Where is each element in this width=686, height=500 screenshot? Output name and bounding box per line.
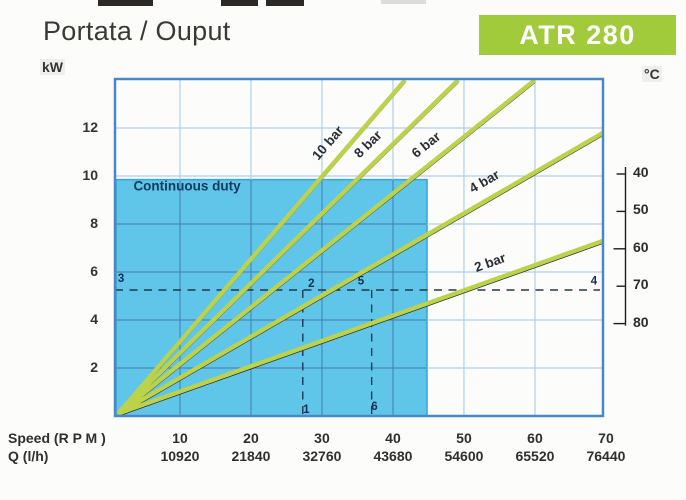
speed-tick-label: 60 (527, 430, 543, 446)
page-title: Portata / Ouput (43, 16, 231, 46)
page-edge-fragment (381, 0, 426, 4)
page-edge-fragment (266, 0, 304, 6)
svg-text:2 bar: 2 bar (472, 250, 508, 275)
flow-tick-label: 76440 (586, 448, 626, 464)
speed-tick-label: 20 (243, 430, 259, 446)
speed-tick-label: 40 (385, 430, 401, 446)
y-tick-label: 4 (90, 311, 98, 327)
temp-tick-label: 50 (633, 201, 649, 218)
flow-tick-label: 43680 (373, 448, 413, 464)
temp-tick-label: 40 (633, 164, 649, 180)
speed-axis-label: Speed (R P M ) (8, 430, 106, 446)
flow-tick-label: 10920 (160, 448, 200, 464)
svg-text:5: 5 (358, 275, 365, 287)
y-tick-label: 10 (82, 167, 98, 183)
svg-text:Continuous duty: Continuous duty (133, 179, 241, 194)
speed-tick-label: 30 (314, 430, 330, 446)
svg-text:4 bar: 4 bar (467, 166, 503, 196)
svg-text:4: 4 (591, 275, 598, 287)
y-axis-unit-label: kW (40, 59, 65, 75)
temp-tick-label: 60 (633, 238, 649, 255)
svg-text:1: 1 (303, 404, 310, 416)
svg-text:2: 2 (308, 278, 314, 290)
flow-tick-label: 54600 (444, 448, 484, 464)
flow-tick-label: 21840 (231, 448, 271, 464)
speed-tick-label: 10 (172, 430, 188, 446)
svg-text:6: 6 (371, 401, 377, 413)
y-tick-label: 8 (90, 215, 98, 231)
y-tick-label: 12 (82, 119, 98, 135)
y-tick-label: 6 (90, 263, 98, 279)
model-badge: ATR 280 (479, 15, 676, 55)
svg-text:3: 3 (118, 273, 124, 285)
flow-tick-label: 32760 (302, 448, 342, 464)
temp-tick-label: 70 (633, 276, 649, 293)
flow-tick-label: 65520 (515, 448, 555, 464)
page-edge-fragment (98, 0, 153, 6)
right-axis-unit-label: °C (642, 66, 662, 82)
temp-tick-label: 80 (633, 313, 649, 330)
flow-axis-label: Q (l/h) (8, 448, 49, 464)
y-tick-label: 2 (90, 359, 98, 375)
speed-tick-label: 70 (598, 430, 614, 446)
speed-tick-label: 50 (456, 430, 472, 446)
page-edge-fragment (221, 0, 258, 6)
